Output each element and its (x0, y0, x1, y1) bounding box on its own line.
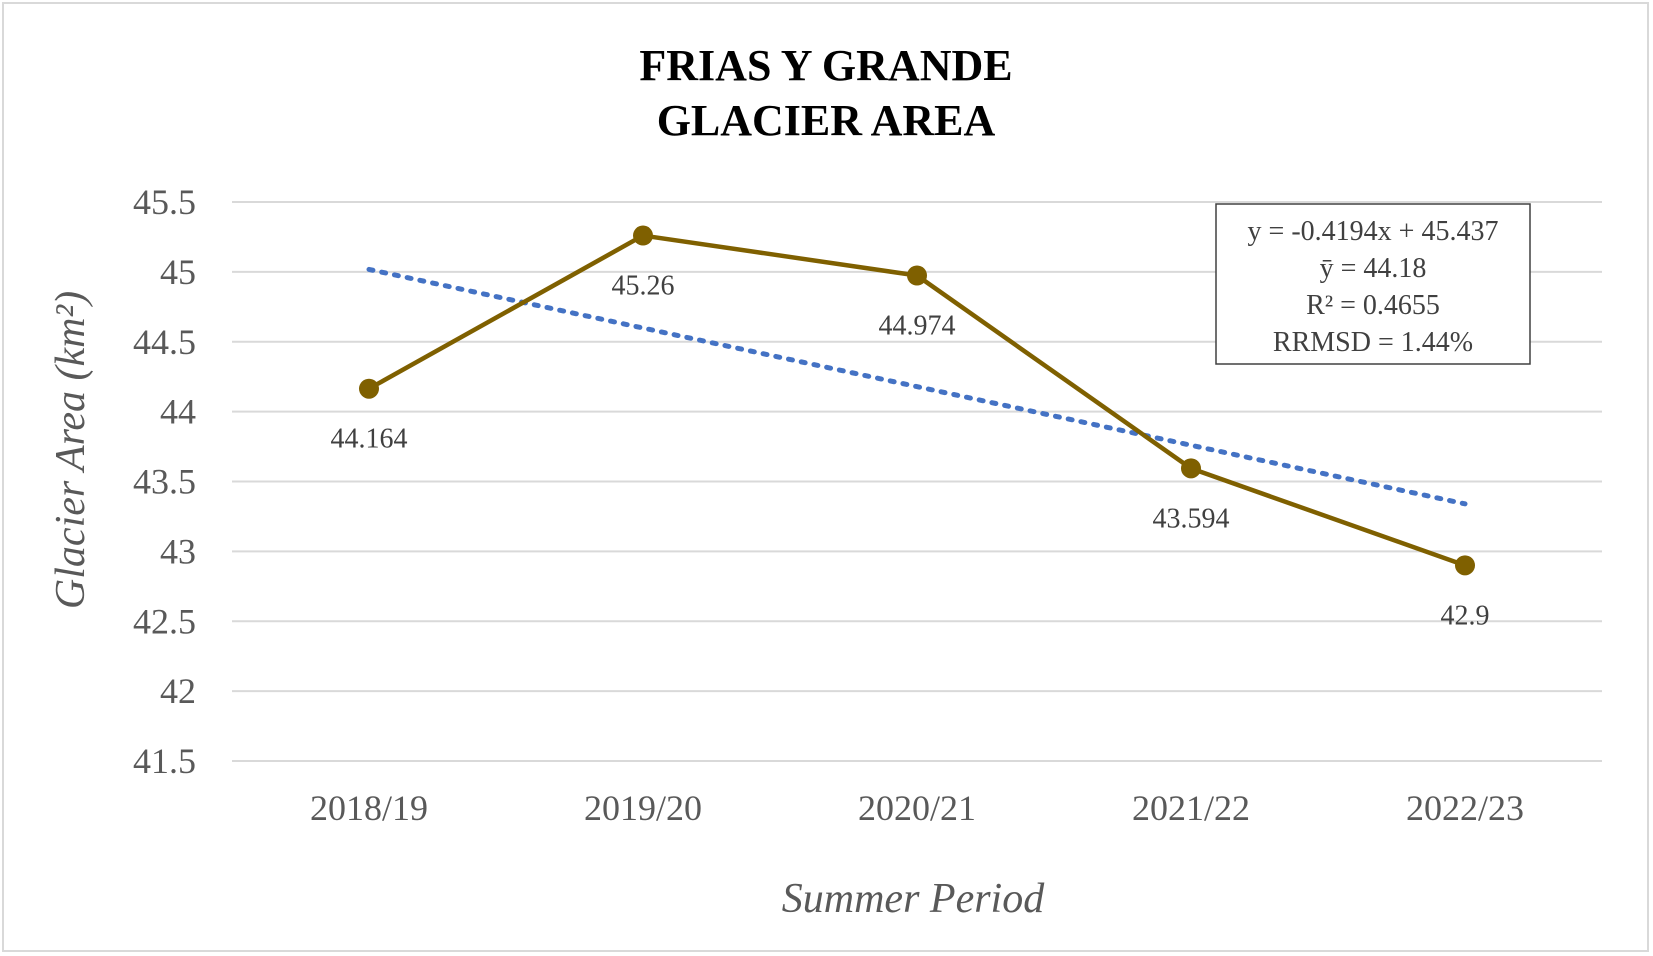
annotation-line: RRMSD = 1.44% (1273, 327, 1473, 358)
annotation-line: R² = 0.4655 (1306, 290, 1440, 321)
y-axis-ticks: 41.5 42 42.5 43 43.5 44 44.5 45 45.5 (133, 182, 196, 781)
data-point (633, 225, 653, 246)
series-points (359, 225, 1475, 576)
data-point (1455, 555, 1475, 576)
annotation-line: y = -0.4194x + 45.437 (1248, 216, 1499, 247)
data-label: 42.9 (1441, 600, 1490, 631)
y-tick-label: 41.5 (133, 741, 196, 781)
data-point (907, 265, 927, 286)
y-tick-label: 43 (160, 531, 196, 571)
data-point (1181, 458, 1201, 479)
x-tick-label: 2019/20 (584, 788, 702, 828)
x-tick-label: 2022/23 (1406, 788, 1524, 828)
data-label: 44.974 (879, 311, 956, 342)
regression-annotation: y = -0.4194x + 45.437 ȳ = 44.18 R² = 0.465… (1215, 203, 1531, 365)
data-point (359, 378, 379, 399)
data-label: 44.164 (331, 424, 408, 455)
annotation-box (1215, 203, 1531, 365)
chart-title-line-1: FRIAS Y GRANDE (639, 41, 1012, 90)
data-labels: 44.164 45.26 44.974 43.594 42.9 (331, 271, 1490, 632)
y-tick-label: 42.5 (133, 601, 196, 641)
y-tick-label: 42 (160, 671, 196, 711)
y-tick-label: 45 (160, 252, 196, 292)
x-tick-label: 2020/21 (858, 788, 976, 828)
y-tick-label: 44.5 (133, 322, 196, 362)
trendline-path (366, 266, 1468, 507)
x-axis-label: Summer Period (782, 876, 1045, 922)
data-label: 45.26 (612, 271, 675, 302)
annotation-line: ȳ = 44.18 (1320, 253, 1427, 284)
x-tick-label: 2021/22 (1132, 788, 1250, 828)
y-axis-label: Glacier Area (km²) (48, 291, 94, 609)
trendline (366, 266, 1468, 507)
x-axis-ticks: 2018/19 2019/20 2020/21 2021/22 2022/23 (310, 788, 1524, 828)
chart-title-line-2: GLACIER AREA (657, 96, 996, 145)
y-tick-label: 43.5 (133, 462, 196, 502)
chart-title: FRIAS Y GRANDE GLACIER AREA (639, 41, 1012, 145)
y-tick-label: 45.5 (133, 182, 196, 222)
data-label: 43.594 (1153, 503, 1230, 534)
x-tick-label: 2018/19 (310, 788, 428, 828)
y-tick-label: 44 (160, 392, 196, 432)
